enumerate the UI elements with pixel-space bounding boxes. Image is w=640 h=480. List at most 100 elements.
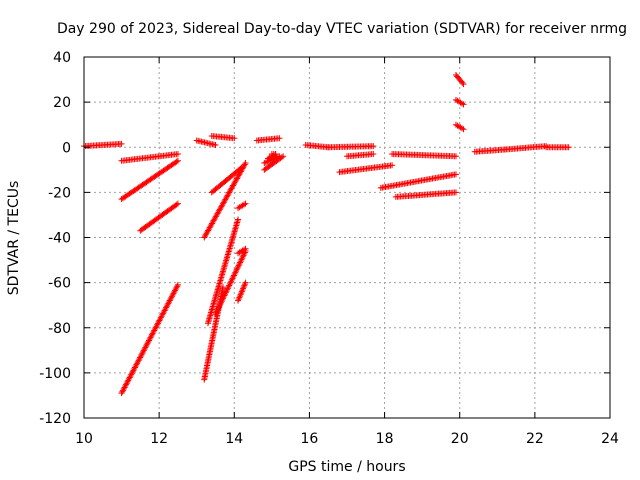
data-point [229, 275, 236, 282]
data-point [164, 301, 171, 308]
data-point [242, 200, 249, 207]
data-point [163, 304, 170, 311]
data-point [144, 340, 151, 347]
y-tick-label: 40 [53, 50, 71, 66]
data-point [460, 101, 467, 108]
series-arc-25 [377, 171, 459, 191]
y-tick-label: -40 [48, 231, 71, 247]
series-arc-24 [336, 162, 396, 176]
data-point [226, 282, 233, 289]
data-point [276, 135, 283, 142]
data-point [137, 354, 144, 361]
series-arc-14 [235, 279, 249, 304]
data-point [156, 317, 163, 324]
data-point [216, 302, 223, 309]
data-point [148, 331, 155, 338]
data-point [241, 161, 248, 168]
data-point [118, 390, 125, 397]
data-point [169, 291, 176, 298]
data-point [231, 135, 238, 142]
data-point [143, 343, 150, 350]
data-point [127, 373, 134, 380]
series-arc-15 [235, 245, 249, 257]
data-point [129, 368, 136, 375]
y-tick-label: -20 [48, 185, 71, 201]
series-arc-30 [452, 121, 467, 133]
data-point [225, 283, 232, 290]
data-point [151, 327, 158, 334]
data-point [167, 296, 174, 303]
data-point [214, 306, 221, 313]
data-point [213, 309, 220, 316]
data-point [162, 306, 169, 313]
data-point [370, 143, 377, 150]
series-arc-32 [501, 143, 550, 153]
axis-ticks [83, 56, 611, 419]
data-point [242, 245, 249, 252]
x-tick-label: 12 [150, 431, 168, 447]
data-point [128, 371, 135, 378]
data-point [239, 253, 246, 260]
data-point [460, 81, 467, 88]
y-tick-label: -100 [39, 366, 71, 382]
data-point [452, 153, 459, 160]
data-point [452, 171, 459, 178]
data-point [122, 383, 129, 390]
data-point [174, 200, 181, 207]
data-point [160, 308, 167, 315]
data-point [230, 273, 237, 280]
data-point [223, 288, 230, 295]
data-point [280, 153, 287, 160]
series-arc-3 [118, 157, 181, 203]
data-point [139, 350, 146, 357]
data-point [174, 157, 181, 164]
data-point [459, 79, 466, 86]
data-point [124, 378, 131, 385]
data-point [565, 144, 572, 151]
data-point [171, 289, 178, 296]
data-point [235, 216, 242, 223]
x-tick-label: 24 [601, 431, 619, 447]
data-point [134, 358, 141, 365]
data-point [158, 313, 165, 320]
data-point [238, 164, 245, 171]
data-point [228, 278, 235, 285]
x-tick-label: 10 [75, 431, 93, 447]
data-point [215, 304, 222, 311]
data-point [220, 284, 227, 291]
x-tick-labels: 10 12 14 16 18 20 22 24 [75, 431, 619, 447]
data-point [242, 160, 249, 167]
data-point [151, 326, 158, 333]
data-point [161, 307, 168, 314]
data-point [228, 276, 235, 283]
data-point [236, 260, 243, 267]
data-point [238, 256, 245, 263]
data-point [173, 284, 180, 291]
data-point [146, 336, 153, 343]
data-point [272, 151, 279, 158]
data-point [150, 328, 157, 335]
data-point [123, 381, 130, 388]
data-point [134, 360, 141, 367]
data-point [157, 314, 164, 321]
data-point [232, 269, 239, 276]
data-point [125, 375, 132, 382]
data-point [222, 291, 229, 298]
data-point [174, 281, 181, 288]
data-point [118, 140, 125, 147]
data-point [130, 367, 137, 374]
data-point [239, 255, 246, 262]
data-point [136, 355, 143, 362]
series-arc-33 [543, 144, 572, 151]
data-point [133, 361, 140, 368]
data-point [212, 311, 219, 318]
data-point [131, 364, 138, 371]
data-point [215, 305, 222, 312]
data-point [145, 338, 152, 345]
data-point [159, 311, 166, 318]
data-point [166, 297, 173, 304]
series-arc-22 [325, 143, 377, 151]
data-point [121, 384, 128, 391]
data-point [278, 154, 285, 161]
y-tick-label: -120 [39, 411, 71, 427]
